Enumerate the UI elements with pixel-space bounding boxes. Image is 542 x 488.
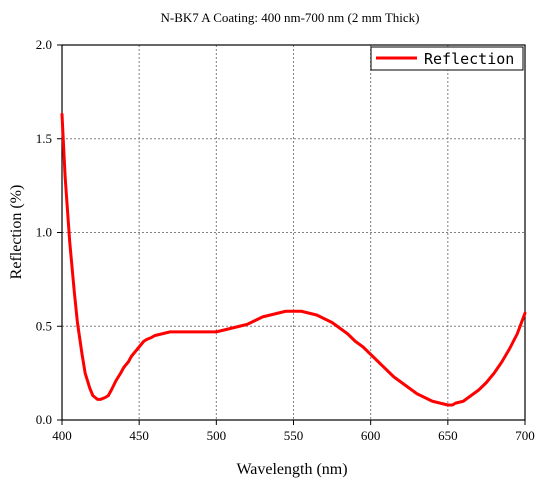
x-tick-label: 450 [129,428,149,443]
y-tick-label: 1.5 [36,131,52,146]
x-tick-label: 550 [284,428,304,443]
reflection-line [60,112,527,407]
x-tick-label: 400 [52,428,72,443]
legend-label: Reflection [424,50,514,68]
series-layer [60,112,527,407]
x-tick-label: 700 [515,428,535,443]
y-axis-label: Reflection (%) [8,185,25,280]
x-tick-label: 500 [207,428,227,443]
x-axis-label: Wavelength (nm) [236,461,347,478]
chart-title: N-BK7 A Coating: 400 nm-700 nm (2 mm Thi… [160,10,419,25]
legend: Reflection [370,46,524,71]
y-tick-label: 0.5 [36,318,52,333]
y-tick-label: 0.0 [36,412,52,427]
y-tick-label: 1.0 [36,225,52,240]
x-tick-label: 650 [438,428,458,443]
y-tick-label: 2.0 [36,37,52,52]
axis-ticks: 400 450 500 550 600 650 700 0.0 0.5 1.0 1.5 2.0 [36,37,535,443]
grid-lines [62,45,525,420]
legend-box [370,46,524,71]
x-tick-label: 600 [361,428,381,443]
